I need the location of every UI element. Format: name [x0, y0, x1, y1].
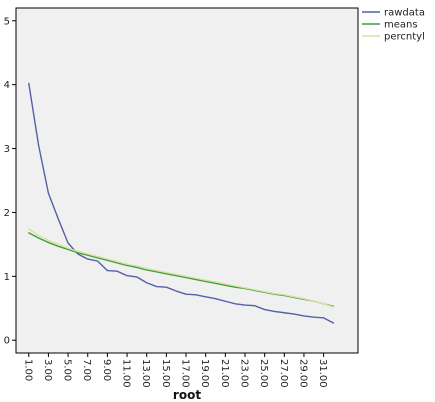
x-tick-label: 29.00 [297, 359, 308, 388]
x-tick-label: 17.00 [180, 359, 191, 388]
x-tick-label: 3.00 [42, 359, 53, 381]
y-tick-label: 0 [4, 336, 10, 347]
series-line-percntyl [28, 228, 335, 308]
y-tick-label: 1 [4, 272, 10, 283]
x-tick-label: 15.00 [160, 359, 171, 388]
x-tick-label: 1.00 [22, 359, 33, 381]
x-tick-label: 11.00 [121, 359, 132, 388]
x-tick-label: 27.00 [278, 359, 289, 388]
x-tick-label: 21.00 [219, 359, 230, 388]
legend-label-percntyl: percntyl [384, 32, 425, 43]
legend-label-means: means [384, 20, 418, 31]
x-tick-label: 7.00 [81, 359, 92, 381]
series-line-rawdata [28, 82, 335, 324]
x-tick-label: 31.00 [317, 359, 328, 388]
legend-label-rawdata: rawdata [384, 8, 425, 19]
y-tick-label: 3 [4, 144, 10, 155]
y-tick-label: 5 [4, 16, 10, 27]
x-tick-label: 25.00 [258, 359, 269, 388]
y-axis: 0 1 2 3 4 5 [4, 16, 16, 347]
plot-area [15, 7, 359, 354]
series-lines [28, 82, 335, 324]
x-tick-label: 23.00 [238, 359, 249, 388]
x-tick-label: 5.00 [62, 359, 73, 381]
x-tick-label: 19.00 [199, 359, 210, 388]
y-tick-label: 2 [4, 208, 10, 219]
x-axis: 1.00 3.00 5.00 7.00 9.00 11.00 13.00 15.00 17.00… [22, 353, 328, 388]
x-tick-label: 13.00 [140, 359, 151, 388]
x-axis-title: root [173, 388, 201, 402]
x-tick-label: 9.00 [101, 359, 112, 381]
y-tick-label: 4 [4, 80, 10, 91]
